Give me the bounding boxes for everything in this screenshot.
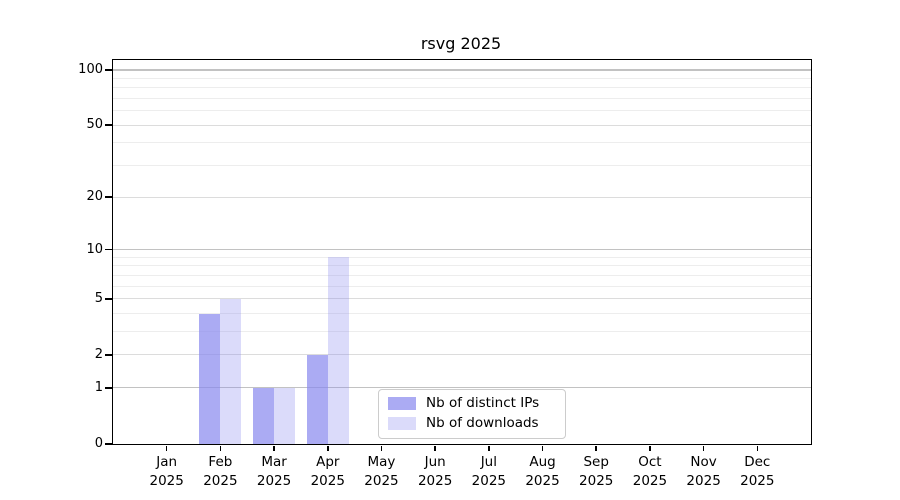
x-tick-label: Dec 2025 <box>740 454 775 489</box>
y-tick-mark <box>105 248 112 251</box>
x-tick-label: Mar 2025 <box>256 454 292 489</box>
chart-title: rsvg 2025 <box>420 34 502 53</box>
x-tick-mark <box>165 446 168 451</box>
x-tick-label: Feb 2025 <box>203 454 238 489</box>
x-tick-label: Oct 2025 <box>632 454 668 489</box>
x-tick-mark <box>273 446 275 451</box>
legend-label: Nb of downloads <box>426 415 539 431</box>
y-tick-label: 1 <box>94 379 103 395</box>
x-tick-label: Apr 2025 <box>310 454 345 489</box>
y-tick-mark <box>105 354 112 356</box>
x-tick-label: Jul 2025 <box>471 454 507 489</box>
gridline-major <box>113 298 811 300</box>
bar-mar-series0 <box>253 387 275 444</box>
x-tick-label: Sep 2025 <box>579 454 614 489</box>
gridline-major <box>113 354 811 356</box>
gridline-minor <box>113 97 811 99</box>
x-tick-mark <box>488 446 490 451</box>
gridline-minor <box>113 265 811 267</box>
gridline-decade <box>113 69 811 71</box>
y-tick-mark <box>105 387 112 389</box>
x-tick-mark <box>541 446 544 451</box>
x-tick-mark <box>702 446 705 451</box>
y-tick-mark <box>105 196 112 198</box>
y-tick-label: 0 <box>94 436 103 451</box>
x-tick-mark <box>595 446 598 451</box>
x-tick-label: Nov 2025 <box>686 454 721 489</box>
gridline-minor <box>113 110 811 112</box>
y-tick-label: 100 <box>78 61 103 77</box>
gridline-minor <box>113 331 811 333</box>
y-tick-label: 50 <box>86 117 103 133</box>
bar-apr-series1 <box>327 257 349 444</box>
bar-apr-series0 <box>306 354 328 444</box>
x-tick-label: Jan 2025 <box>149 454 184 489</box>
plot-area: Nb of distinct IPs Nb of downloads 0 1 2 5 10… <box>78 59 812 489</box>
y-tick-mark <box>105 124 112 126</box>
gridline-decade <box>113 249 811 251</box>
x-tick-mark <box>649 446 651 451</box>
y-tick-mark <box>105 443 112 445</box>
gridline-minor <box>113 77 811 79</box>
bar-feb-series1 <box>220 298 242 444</box>
y-tick-label: 10 <box>86 241 103 257</box>
y-tick-label: 20 <box>86 189 103 205</box>
y-tick-mark <box>105 297 112 300</box>
gridline-minor <box>113 313 811 314</box>
gridline-minor <box>113 274 811 276</box>
gridline-decade <box>113 387 811 389</box>
legend-swatch-icon <box>388 417 416 430</box>
y-tick-label: 5 <box>94 290 103 306</box>
gridline-major <box>113 124 811 126</box>
x-tick-mark <box>756 446 759 451</box>
gridline-minor <box>113 87 811 89</box>
bar-mar-series1 <box>274 387 296 444</box>
legend-swatch-icon <box>388 397 416 410</box>
legend-row: Nb of downloads <box>388 416 556 431</box>
bar-feb-series0 <box>199 313 221 444</box>
x-tick-label: May 2025 <box>364 454 399 489</box>
x-tick-label: Aug 2025 <box>525 454 560 489</box>
gridline-minor <box>113 142 811 144</box>
y-tick-label: 2 <box>94 346 103 362</box>
x-tick-mark <box>434 446 436 451</box>
legend: Nb of distinct IPs Nb of downloads <box>378 389 566 439</box>
x-tick-mark <box>219 446 222 451</box>
gridline-minor <box>113 285 811 287</box>
y-tick-mark <box>105 69 112 71</box>
gridline-minor <box>113 256 811 258</box>
x-tick-mark <box>326 446 329 451</box>
x-tick-mark <box>380 446 383 451</box>
x-tick-label: Jun 2025 <box>417 454 453 489</box>
legend-row: Nb of distinct IPs <box>388 396 556 411</box>
gridline-major <box>113 196 811 198</box>
gridline-minor <box>113 165 811 167</box>
legend-label: Nb of distinct IPs <box>426 395 540 411</box>
